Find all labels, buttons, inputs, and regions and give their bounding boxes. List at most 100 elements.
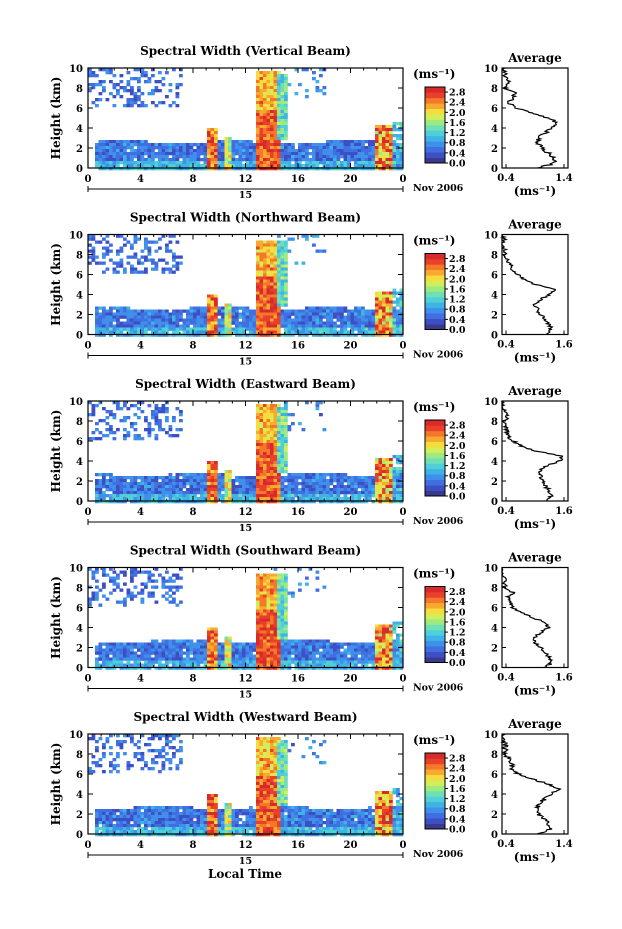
panel-title: Spectral Width (Westward Beam)	[133, 710, 357, 724]
colorbar-swatch	[425, 146, 445, 153]
day-label: 15	[239, 357, 252, 368]
x-tick-label: 0	[85, 674, 92, 685]
colorbar-swatch	[425, 774, 445, 781]
colorbar-tick-label: 2.4	[449, 98, 466, 109]
profile-frame	[501, 233, 569, 336]
colorbar-swatch	[425, 420, 445, 426]
profile-line	[499, 234, 556, 335]
colorbar-swatch	[425, 441, 445, 448]
profile-y-tick-label: 0	[491, 664, 498, 675]
profile-y-tick-label: 2	[491, 644, 498, 655]
profile-y-tick-label: 0	[491, 164, 498, 175]
profile-y-tick-label: 8	[491, 417, 498, 428]
x-tick-label: 20	[344, 341, 358, 352]
colorbar-tick-label: 1.2	[449, 794, 466, 805]
colorbar-swatch	[425, 613, 445, 620]
day-label: 15	[239, 523, 252, 534]
colorbar-swatch	[425, 602, 445, 609]
x-tick-label: 20	[344, 174, 358, 185]
heatmap-cells	[88, 734, 404, 837]
y-tick-label: 4	[76, 624, 83, 635]
colorbar-swatch	[425, 823, 445, 830]
y-tick-label: 4	[76, 457, 83, 468]
panel-title: Spectral Width (Eastward Beam)	[135, 377, 356, 391]
colorbar-swatch	[425, 152, 445, 158]
date-label: Nov 2006	[413, 849, 464, 860]
profile-y-tick-label: 2	[491, 810, 498, 821]
panel-4: Spectral Width (Southward Beam)0 4 8 12 16 20…	[49, 544, 573, 701]
colorbar-swatch	[425, 87, 445, 93]
colorbar-swatch	[425, 753, 445, 759]
colorbar-swatch	[425, 425, 445, 432]
colorbar-swatch	[425, 157, 445, 164]
y-tick-label: 6	[76, 437, 83, 448]
colorbar-swatch	[425, 135, 445, 142]
colorbar-swatch	[425, 651, 445, 658]
heatmap-cells	[88, 234, 404, 337]
colorbar-frame	[424, 86, 446, 164]
profile-y-tick-label: 4	[491, 624, 498, 635]
y-tick-label: 10	[69, 397, 83, 408]
date-label: Nov 2006	[413, 683, 464, 694]
colorbar-tick-label: 1.6	[449, 784, 466, 795]
colorbar-swatch	[425, 253, 445, 260]
colorbar-tick-label: 2.8	[449, 421, 466, 432]
y-tick-label: 2	[76, 644, 83, 655]
x-tick-label: 16	[291, 341, 305, 352]
y-tick-label: 10	[69, 730, 83, 741]
colorbar-swatch	[425, 597, 445, 604]
colorbar-tick-label: 0.4	[449, 814, 466, 825]
profile-y-tick-label: 6	[491, 437, 498, 448]
colorbar-swatch	[425, 624, 445, 631]
colorbar-swatch	[425, 763, 445, 770]
y-tick-label: 8	[76, 584, 83, 595]
colorbar-tick-label: 2.8	[449, 254, 466, 265]
colorbar-tick-label: 1.6	[449, 617, 466, 628]
panel-2: Spectral Width (Northward Beam)0 4 8 12 16 20…	[49, 211, 573, 368]
profile-line	[500, 400, 564, 502]
profile-frame	[501, 566, 569, 669]
profile-y-tick-label: 4	[491, 457, 498, 468]
y-tick-label: 8	[76, 417, 83, 428]
profile-x-tick-label: 1.6	[555, 673, 572, 684]
x-tick-label: 20	[344, 674, 358, 685]
y-tick-label: 4	[76, 291, 83, 302]
x-tick-label: 4	[137, 507, 144, 518]
profile-x-label: (ms⁻¹)	[514, 184, 556, 198]
colorbar-units: (ms⁻¹)	[413, 67, 455, 81]
x-tick-label: 16	[291, 674, 305, 685]
colorbar-swatch	[425, 108, 445, 115]
y-tick-label: 2	[76, 311, 83, 322]
panel-5: Spectral Width (Westward Beam)0 4 8 12 16 20 0…	[49, 710, 573, 867]
panel-title: Spectral Width (Northward Beam)	[130, 211, 361, 225]
colorbar-tick-label: 1.6	[449, 451, 466, 462]
profile-y-tick-label: 2	[491, 311, 498, 322]
profile-y-tick-label: 10	[484, 564, 498, 575]
y-tick-label: 8	[76, 84, 83, 95]
colorbar-swatch	[425, 92, 445, 99]
colorbar-swatch	[425, 490, 445, 497]
date-label: Nov 2006	[413, 183, 464, 194]
colorbar-swatch	[425, 291, 445, 298]
colorbar-swatch	[425, 141, 445, 148]
colorbar-tick-label: 2.4	[449, 597, 466, 608]
x-tick-label: 20	[344, 507, 358, 518]
colorbar-tick-label: 0.4	[449, 481, 466, 492]
y-tick-label: 2	[76, 810, 83, 821]
profile-y-tick-label: 6	[491, 770, 498, 781]
colorbar-tick-label: 2.8	[449, 587, 466, 598]
y-tick-label: 4	[76, 124, 83, 135]
colorbar-swatch	[425, 640, 445, 647]
colorbar-tick-label: 2.4	[449, 431, 466, 442]
profile-x-tick-label: 1.6	[555, 506, 572, 517]
profile-y-tick-label: 0	[491, 497, 498, 508]
profile-x-label: (ms⁻¹)	[514, 850, 556, 864]
y-axis-label: Height (km)	[49, 410, 63, 493]
colorbar-swatch	[425, 801, 445, 808]
colorbar-swatch	[425, 313, 445, 319]
profile-y-tick-label: 6	[491, 604, 498, 615]
colorbar-swatch	[425, 818, 445, 824]
y-tick-label: 2	[76, 144, 83, 155]
colorbar-frame	[424, 253, 446, 330]
